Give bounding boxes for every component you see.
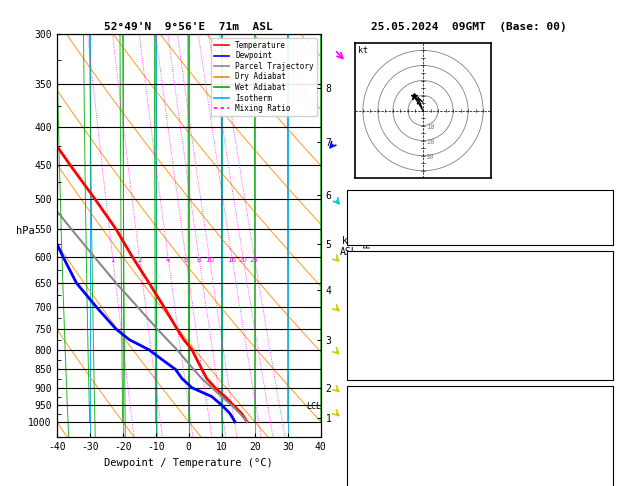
Text: Lifted Index: Lifted Index [350, 326, 421, 336]
Text: 6: 6 [184, 257, 188, 263]
Text: 0: 0 [604, 480, 610, 486]
Text: 2.57: 2.57 [587, 229, 610, 239]
Text: 14: 14 [598, 289, 610, 299]
Text: 16: 16 [228, 257, 237, 263]
Text: 10: 10 [205, 257, 214, 263]
Text: Pressure (mb): Pressure (mb) [350, 406, 426, 416]
Text: 2: 2 [137, 257, 142, 263]
Text: 304: 304 [593, 345, 610, 355]
Text: CIN (J): CIN (J) [350, 480, 391, 486]
Text: Dewp (°C): Dewp (°C) [350, 289, 403, 299]
Text: © weatheronline.co.uk: © weatheronline.co.uk [412, 468, 525, 477]
Text: θᴄ(K): θᴄ(K) [350, 308, 380, 318]
Text: 17.7: 17.7 [587, 271, 610, 281]
Text: 25.05.2024  09GMT  (Base: 00): 25.05.2024 09GMT (Base: 00) [370, 22, 567, 32]
Text: 25: 25 [250, 257, 259, 263]
Text: Totals Totals: Totals Totals [350, 210, 426, 221]
Text: 10: 10 [426, 123, 435, 130]
Text: LCL: LCL [306, 402, 321, 411]
Text: 20: 20 [426, 139, 435, 145]
Text: θᴄ (K): θᴄ (K) [350, 424, 386, 434]
Legend: Temperature, Dewpoint, Parcel Trajectory, Dry Adiabat, Wet Adiabat, Isotherm, Mi: Temperature, Dewpoint, Parcel Trajectory… [211, 38, 317, 116]
Y-axis label: hPa: hPa [16, 226, 35, 236]
Text: CIN (J): CIN (J) [350, 363, 391, 373]
Text: -1: -1 [598, 443, 610, 453]
Text: Lifted Index: Lifted Index [350, 443, 421, 453]
Text: 0: 0 [604, 363, 610, 373]
Text: 30: 30 [426, 154, 435, 159]
Text: 4: 4 [166, 257, 170, 263]
Text: 51: 51 [598, 210, 610, 221]
Text: -1: -1 [598, 326, 610, 336]
Text: 318: 318 [593, 308, 610, 318]
Text: PW (cm): PW (cm) [350, 229, 391, 239]
Text: Temp (°C): Temp (°C) [350, 271, 403, 281]
Text: 8: 8 [197, 257, 201, 263]
Text: kt: kt [359, 46, 369, 55]
Text: Surface: Surface [460, 252, 501, 262]
Text: Mixing Ratio (g/kg): Mixing Ratio (g/kg) [364, 188, 373, 283]
Text: 1009: 1009 [587, 406, 610, 416]
Text: Most Unstable: Most Unstable [442, 387, 518, 398]
Text: 318: 318 [593, 424, 610, 434]
Text: CAPE (J): CAPE (J) [350, 461, 398, 471]
X-axis label: Dewpoint / Temperature (°C): Dewpoint / Temperature (°C) [104, 458, 273, 468]
Text: 304: 304 [593, 461, 610, 471]
Text: 27: 27 [598, 192, 610, 202]
Text: K: K [350, 192, 356, 202]
Text: 1: 1 [110, 257, 115, 263]
Text: 52°49'N  9°56'E  71m  ASL: 52°49'N 9°56'E 71m ASL [104, 22, 273, 32]
Text: CAPE (J): CAPE (J) [350, 345, 398, 355]
Y-axis label: km
ASL: km ASL [340, 236, 357, 257]
Text: 20: 20 [238, 257, 247, 263]
